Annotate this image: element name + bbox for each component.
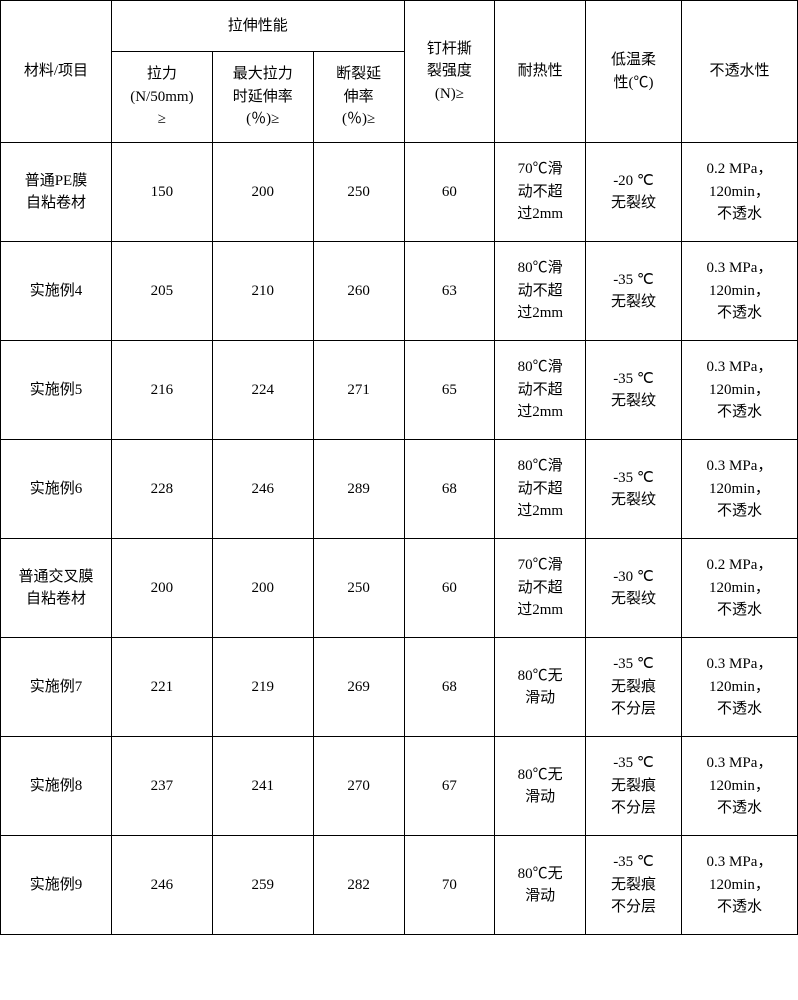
cell-max-elong: 200 xyxy=(212,539,313,638)
cell-max-elong: 219 xyxy=(212,638,313,737)
col-tensile-force: 拉力(N/50mm)≥ xyxy=(111,52,212,143)
cell-nail-tear: 70 xyxy=(404,836,495,935)
cell-max-elong: 210 xyxy=(212,242,313,341)
cell-cold: -35 ℃无裂痕不分层 xyxy=(586,836,682,935)
cell-material: 实施例7 xyxy=(1,638,112,737)
cell-water: 0.3 MPa，120min，不透水 xyxy=(681,440,797,539)
col-break-elong: 断裂延伸率(％)≥ xyxy=(313,52,404,143)
table-row: 实施例52162242716580℃滑动不超过2mm-35 ℃无裂纹0.3 MP… xyxy=(1,341,798,440)
cell-max-elong: 246 xyxy=(212,440,313,539)
cell-cold: -30 ℃无裂纹 xyxy=(586,539,682,638)
materials-table: 材料/项目 拉伸性能 钉杆撕裂强度(N)≥ 耐热性 低温柔性(℃) 不透水性 拉… xyxy=(0,0,798,935)
cell-nail-tear: 65 xyxy=(404,341,495,440)
cell-heat: 70℃滑动不超过2mm xyxy=(495,539,586,638)
cell-water: 0.3 MPa，120min，不透水 xyxy=(681,836,797,935)
cell-material: 实施例5 xyxy=(1,341,112,440)
table-row: 实施例62282462896880℃滑动不超过2mm-35 ℃无裂纹0.3 MP… xyxy=(1,440,798,539)
table-row: 普通交叉膜自粘卷材2002002506070℃滑动不超过2mm-30 ℃无裂纹0… xyxy=(1,539,798,638)
cell-force: 246 xyxy=(111,836,212,935)
cell-force: 150 xyxy=(111,143,212,242)
table-row: 实施例82372412706780℃无滑动-35 ℃无裂痕不分层0.3 MPa，… xyxy=(1,737,798,836)
cell-water: 0.2 MPa，120min，不透水 xyxy=(681,143,797,242)
col-heat: 耐热性 xyxy=(495,1,586,143)
cell-heat: 80℃无滑动 xyxy=(495,737,586,836)
cell-material: 普通交叉膜自粘卷材 xyxy=(1,539,112,638)
cell-break-elong: 289 xyxy=(313,440,404,539)
col-nail-tear: 钉杆撕裂强度(N)≥ xyxy=(404,1,495,143)
col-water: 不透水性 xyxy=(681,1,797,143)
cell-cold: -20 ℃无裂纹 xyxy=(586,143,682,242)
cell-cold: -35 ℃无裂痕不分层 xyxy=(586,638,682,737)
cell-heat: 80℃无滑动 xyxy=(495,836,586,935)
cell-heat: 80℃滑动不超过2mm xyxy=(495,242,586,341)
cell-water: 0.2 MPa，120min，不透水 xyxy=(681,539,797,638)
cell-break-elong: 250 xyxy=(313,143,404,242)
col-max-elong: 最大拉力时延伸率(％)≥ xyxy=(212,52,313,143)
cell-water: 0.3 MPa，120min，不透水 xyxy=(681,242,797,341)
cell-break-elong: 269 xyxy=(313,638,404,737)
cell-force: 205 xyxy=(111,242,212,341)
cell-force: 237 xyxy=(111,737,212,836)
cell-water: 0.3 MPa，120min，不透水 xyxy=(681,737,797,836)
cell-cold: -35 ℃无裂纹 xyxy=(586,242,682,341)
cell-force: 200 xyxy=(111,539,212,638)
cell-cold: -35 ℃无裂纹 xyxy=(586,341,682,440)
cell-force: 216 xyxy=(111,341,212,440)
cell-force: 228 xyxy=(111,440,212,539)
cell-break-elong: 260 xyxy=(313,242,404,341)
cell-nail-tear: 60 xyxy=(404,143,495,242)
cell-max-elong: 259 xyxy=(212,836,313,935)
cell-max-elong: 241 xyxy=(212,737,313,836)
cell-break-elong: 270 xyxy=(313,737,404,836)
cell-heat: 70℃滑动不超过2mm xyxy=(495,143,586,242)
cell-break-elong: 250 xyxy=(313,539,404,638)
cell-max-elong: 224 xyxy=(212,341,313,440)
table-row: 实施例72212192696880℃无滑动-35 ℃无裂痕不分层0.3 MPa，… xyxy=(1,638,798,737)
cell-force: 221 xyxy=(111,638,212,737)
cell-material: 普通PE膜自粘卷材 xyxy=(1,143,112,242)
col-material: 材料/项目 xyxy=(1,1,112,143)
cell-material: 实施例4 xyxy=(1,242,112,341)
cell-material: 实施例9 xyxy=(1,836,112,935)
cell-break-elong: 282 xyxy=(313,836,404,935)
cell-nail-tear: 67 xyxy=(404,737,495,836)
cell-max-elong: 200 xyxy=(212,143,313,242)
cell-break-elong: 271 xyxy=(313,341,404,440)
cell-nail-tear: 68 xyxy=(404,638,495,737)
table-row: 实施例42052102606380℃滑动不超过2mm-35 ℃无裂纹0.3 MP… xyxy=(1,242,798,341)
table-row: 实施例92462592827080℃无滑动-35 ℃无裂痕不分层0.3 MPa，… xyxy=(1,836,798,935)
cell-cold: -35 ℃无裂纹 xyxy=(586,440,682,539)
table-row: 普通PE膜自粘卷材1502002506070℃滑动不超过2mm-20 ℃无裂纹0… xyxy=(1,143,798,242)
cell-material: 实施例8 xyxy=(1,737,112,836)
cell-heat: 80℃无滑动 xyxy=(495,638,586,737)
cell-nail-tear: 68 xyxy=(404,440,495,539)
cell-nail-tear: 63 xyxy=(404,242,495,341)
cell-heat: 80℃滑动不超过2mm xyxy=(495,341,586,440)
cell-water: 0.3 MPa，120min，不透水 xyxy=(681,638,797,737)
col-cold: 低温柔性(℃) xyxy=(586,1,682,143)
col-tensile-group: 拉伸性能 xyxy=(111,1,404,52)
cell-cold: -35 ℃无裂痕不分层 xyxy=(586,737,682,836)
cell-heat: 80℃滑动不超过2mm xyxy=(495,440,586,539)
cell-nail-tear: 60 xyxy=(404,539,495,638)
cell-water: 0.3 MPa，120min，不透水 xyxy=(681,341,797,440)
cell-material: 实施例6 xyxy=(1,440,112,539)
